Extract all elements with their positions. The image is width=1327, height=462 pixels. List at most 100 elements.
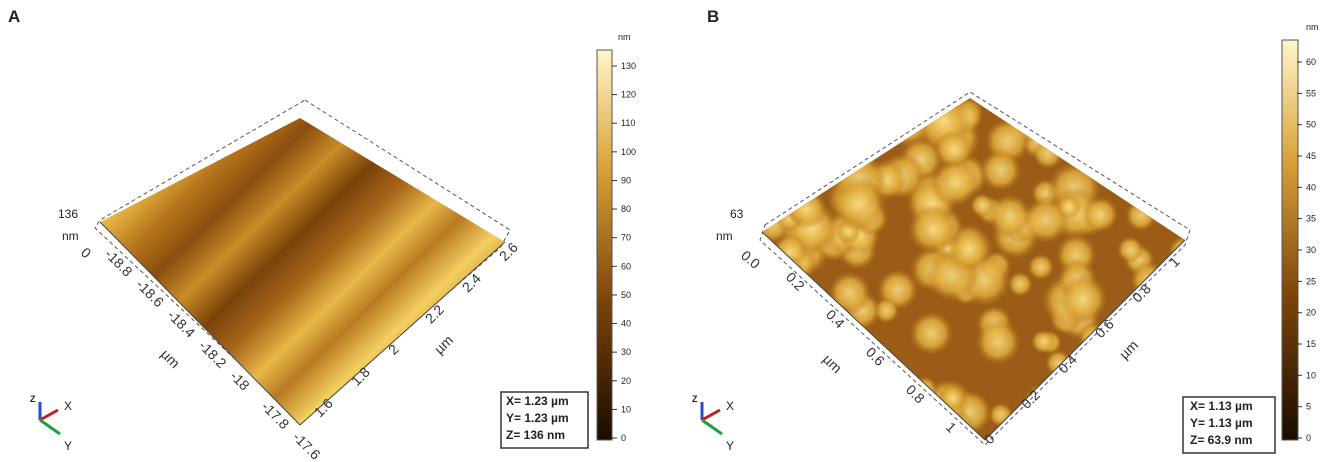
grain — [734, 340, 772, 378]
axis-unit: µm — [158, 346, 183, 371]
colorbar-tick-label: 40 — [621, 319, 631, 329]
grain — [1160, 292, 1211, 343]
colorbar-tick-label: 0 — [1306, 433, 1311, 443]
grain — [738, 298, 765, 325]
colorbar-tick-label: 130 — [621, 61, 636, 71]
colorbar-tick-label: 60 — [1306, 57, 1316, 67]
colorbar-tick-label: 5 — [1306, 402, 1311, 412]
grain — [841, 121, 875, 155]
grain — [878, 412, 928, 462]
axis-tick-label: -17.6 — [290, 429, 324, 462]
grain — [1027, 253, 1054, 280]
grain — [785, 76, 833, 124]
grain — [1122, 409, 1158, 445]
axis-unit: µm — [431, 332, 456, 357]
grain — [1120, 312, 1144, 336]
grain — [741, 142, 774, 175]
axis-tick-label: 1 — [943, 419, 960, 436]
colorbar-tick-label: 45 — [1306, 151, 1316, 161]
corner-label: 0 — [78, 244, 94, 261]
grain — [1171, 311, 1200, 340]
icon-label: Z — [692, 394, 698, 404]
colorbar-tick-label: 10 — [621, 404, 631, 414]
grain — [989, 402, 1014, 427]
grain — [755, 165, 795, 205]
colorbar-tick-label: 55 — [1306, 88, 1316, 98]
corner-label: 0.0 — [738, 247, 763, 272]
grain — [856, 76, 894, 114]
colorbar-tick-label: 0 — [621, 433, 626, 443]
grain — [1117, 236, 1144, 263]
colorbar-unit: nm — [1306, 22, 1319, 32]
grain — [862, 84, 905, 127]
grain — [745, 396, 800, 451]
colorbar-tick-label: 50 — [1306, 120, 1316, 130]
grain — [796, 129, 831, 164]
grain — [774, 155, 802, 183]
colorbar-unit: nm — [618, 32, 631, 42]
colorbar-tick-label: 80 — [621, 204, 631, 214]
grain — [746, 266, 779, 299]
z-unit-label: nm — [716, 229, 733, 243]
grain — [771, 104, 801, 134]
grain — [1063, 399, 1101, 437]
surface — [100, 118, 505, 425]
z-max-label: 136 — [58, 207, 78, 221]
grain — [738, 351, 776, 389]
panel-label: A — [8, 7, 20, 26]
grain — [909, 311, 954, 356]
axis-unit: µm — [1116, 337, 1141, 362]
grain — [798, 395, 842, 439]
colorbar-tick-label: 30 — [621, 347, 631, 357]
icon-label: Y — [64, 439, 72, 453]
grain — [1076, 394, 1117, 435]
grain — [882, 92, 908, 118]
grain — [843, 338, 894, 389]
icon-axis — [40, 410, 58, 420]
axis-unit: µm — [820, 351, 845, 376]
colorbar-tick-label: 40 — [1306, 182, 1316, 192]
grain — [798, 141, 822, 165]
colorbar-tick-label: 110 — [621, 118, 635, 128]
colorbar-tick-label: 60 — [621, 261, 631, 271]
grain — [730, 415, 774, 459]
icon-label: X — [64, 399, 72, 413]
grain — [975, 319, 1021, 365]
grain — [939, 384, 966, 411]
colorbar-tick-label: 35 — [1306, 214, 1316, 224]
colorbar — [1282, 40, 1298, 440]
figure: A136nm0-18.8-18.6-18.4-18.2-18-17.8-17.6… — [0, 0, 1327, 462]
grain — [1148, 357, 1185, 394]
grain — [1177, 88, 1202, 113]
colorbar-tick-label: 10 — [1306, 370, 1316, 380]
grain — [1065, 100, 1102, 137]
grain — [1007, 271, 1033, 297]
grain — [1156, 291, 1191, 326]
z-max-label: 63 — [730, 207, 744, 221]
colorbar — [597, 50, 612, 440]
axis-tick-label: 2 — [385, 341, 402, 358]
icon-axis — [702, 420, 722, 434]
colorbar-tick-label: 120 — [621, 90, 636, 100]
grain — [765, 82, 806, 123]
readout-line: Y= 1.13 µm — [1190, 416, 1253, 430]
grain — [1101, 376, 1130, 405]
grain — [930, 158, 979, 207]
colorbar-tick-label: 15 — [1306, 339, 1316, 349]
grain — [1019, 405, 1071, 457]
icon-axis — [40, 420, 60, 434]
grain — [798, 71, 849, 122]
surface — [730, 71, 1212, 462]
icon-label: Z — [30, 394, 36, 404]
grain — [1031, 329, 1055, 353]
grain — [833, 177, 887, 231]
panel-label: B — [707, 7, 719, 26]
grain — [780, 324, 831, 375]
grain — [1098, 140, 1133, 175]
grain — [1151, 79, 1185, 113]
grain — [780, 387, 825, 432]
colorbar-tick-label: 70 — [621, 233, 631, 243]
z-unit-label: nm — [62, 229, 79, 243]
icon-axis — [702, 410, 720, 420]
grain — [768, 132, 808, 172]
